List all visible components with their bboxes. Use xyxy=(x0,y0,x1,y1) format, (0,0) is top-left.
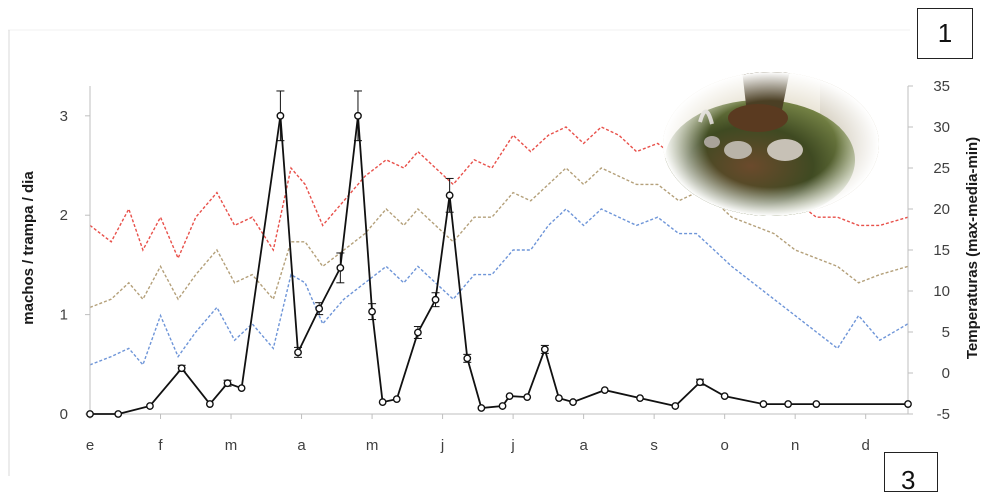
captures-point xyxy=(223,379,232,388)
trunk-photo-icon xyxy=(663,72,879,216)
x-tick-label: n xyxy=(791,437,799,454)
temperature-line-media xyxy=(89,167,909,309)
captures-point xyxy=(237,384,246,393)
captures-point xyxy=(205,400,214,408)
captures-point xyxy=(378,398,387,406)
captures-point xyxy=(114,410,123,418)
y-right-tick-label: -5 xyxy=(937,406,950,423)
x-tick-label: m xyxy=(225,437,238,454)
captures-point xyxy=(671,402,680,410)
y-left-tick-label: 1 xyxy=(60,307,68,324)
captures-point xyxy=(414,328,422,337)
x-tick-label: a xyxy=(579,437,588,454)
captures-point xyxy=(498,402,507,410)
axes-layer: 0 1 2 3 -5 0 5 10 15 20 25 30 35 e f m a m j j a s o n d xyxy=(60,78,950,454)
x-tick-label: a xyxy=(297,437,306,454)
captures-point xyxy=(315,304,324,313)
y-axis-right-title: Temperaturas (max-media-min) xyxy=(964,137,981,359)
y-right-tick-label: 15 xyxy=(933,242,950,259)
y-right-tick-label: 30 xyxy=(933,119,950,136)
captures-point xyxy=(540,345,549,354)
y-left-tick-label: 2 xyxy=(60,207,68,224)
captures-point xyxy=(86,410,94,418)
x-tick-label: m xyxy=(366,437,379,454)
captures-point xyxy=(368,307,376,316)
captures-point xyxy=(759,400,768,408)
captures-point xyxy=(336,263,345,272)
x-tick-label: f xyxy=(158,437,163,454)
captures-point xyxy=(600,386,609,395)
y-left-tick-label: 3 xyxy=(60,108,68,125)
chart: 0 1 2 3 -5 0 5 10 15 20 25 30 35 e f m a m j j a s o n d machos … xyxy=(8,29,981,476)
x-tick-label: o xyxy=(720,437,728,454)
captures-point xyxy=(904,400,912,408)
y-axis-left-title: machos / trampa / dia xyxy=(20,171,37,325)
x-tick-label: j xyxy=(440,437,444,454)
y-right-tick-label: 5 xyxy=(942,324,950,341)
captures-point xyxy=(177,364,186,373)
captures-point xyxy=(477,404,486,412)
x-tick-label: e xyxy=(86,437,94,454)
captures-point xyxy=(555,394,563,402)
captures-series-layer xyxy=(86,90,912,418)
captures-point xyxy=(812,400,821,408)
captures-point xyxy=(696,378,704,387)
captures-point xyxy=(431,295,440,304)
captures-point xyxy=(720,392,729,401)
captures-point xyxy=(523,393,532,402)
captures-point xyxy=(445,191,454,200)
x-tick-label: d xyxy=(862,437,870,454)
captures-point xyxy=(505,392,514,401)
panel-label-3: 3 xyxy=(884,452,938,492)
temperature-line-min xyxy=(89,208,909,367)
captures-point xyxy=(146,402,154,410)
y-right-tick-label: 0 xyxy=(942,365,950,382)
x-tick-label: j xyxy=(510,437,514,454)
captures-point xyxy=(294,348,302,357)
x-tick-label: s xyxy=(650,437,658,454)
y-left-tick-label: 0 xyxy=(60,406,68,423)
captures-point xyxy=(636,394,644,402)
captures-point xyxy=(392,395,401,403)
captures-point xyxy=(463,354,472,363)
panel-label-1: 1 xyxy=(917,8,973,59)
y-right-tick-label: 35 xyxy=(933,78,950,95)
y-right-tick-label: 25 xyxy=(933,160,950,177)
captures-point xyxy=(784,400,793,408)
y-right-tick-label: 20 xyxy=(933,201,950,218)
captures-point xyxy=(569,398,577,406)
captures-point xyxy=(276,111,285,120)
y-right-tick-label: 10 xyxy=(933,283,950,300)
captures-point xyxy=(354,111,362,120)
